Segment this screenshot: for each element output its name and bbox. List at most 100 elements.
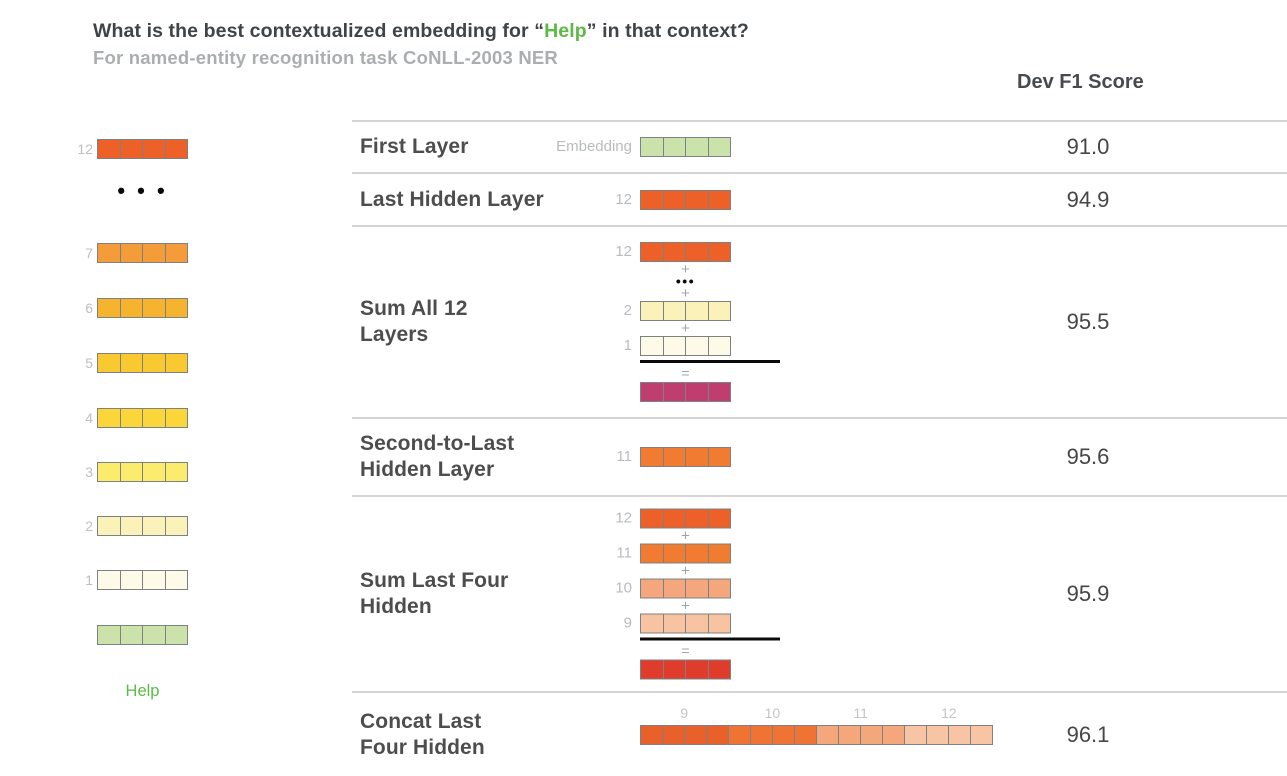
vector-cell xyxy=(707,578,731,599)
vector-cell xyxy=(662,382,686,402)
vector-cell xyxy=(97,298,121,318)
vector-cell xyxy=(640,725,663,745)
title-highlight-word: Help xyxy=(544,20,587,42)
stack-layer-7: 7 xyxy=(40,243,188,263)
vector-cell xyxy=(97,243,121,263)
vector-cell xyxy=(119,353,143,373)
vector-cell xyxy=(860,725,883,745)
plus-operator: + xyxy=(681,285,690,302)
vector-cell xyxy=(97,139,121,159)
layer-vector xyxy=(640,336,731,356)
vector-cell xyxy=(750,725,773,745)
vector-cell xyxy=(926,725,949,745)
layer-vector xyxy=(640,447,731,467)
vector-cell xyxy=(164,570,188,590)
ellipsis-dots: • • • xyxy=(117,178,168,203)
page-title: What is the best contextualized embeddin… xyxy=(93,20,749,43)
layer-vector xyxy=(97,353,188,373)
concat-vector xyxy=(640,725,993,745)
vector-cell xyxy=(97,516,121,536)
vector-cell xyxy=(640,659,664,680)
group-label: 12 xyxy=(941,705,957,721)
vector-cell xyxy=(164,139,188,159)
vector-cell xyxy=(685,382,709,402)
table-row-concat-last-four-hidden: Concat Last Four Hidden 9 10 11 12 96.1 xyxy=(352,691,1287,776)
title-prefix: What is the best contextualized embeddin… xyxy=(93,20,545,42)
vector-cell xyxy=(707,382,731,402)
vector-cell xyxy=(685,242,709,262)
vector-cell xyxy=(662,613,686,634)
plus-operator: + xyxy=(681,527,690,545)
equals-operator: = xyxy=(681,642,690,659)
vector-tag: 1 xyxy=(623,337,632,354)
vector-with-tag: 2 xyxy=(624,301,731,321)
vector-cell xyxy=(707,242,731,262)
layer-vector xyxy=(640,508,731,529)
vector-cell xyxy=(772,725,795,745)
vector-with-tag: 12 xyxy=(615,508,731,529)
vector-cell xyxy=(164,625,188,645)
sum-result-vector xyxy=(640,382,731,402)
score-column-header: Dev F1 Score xyxy=(1017,71,1144,93)
layer-vector xyxy=(97,243,188,263)
table-row-sum-last-four-hidden: Sum Last Four Hidden 12 + 11 + 10 xyxy=(352,495,1287,691)
vector-with-tag: Embedding xyxy=(556,137,731,157)
vector-cell xyxy=(707,301,731,321)
vector-cell xyxy=(119,625,143,645)
vector-cell xyxy=(662,725,685,745)
row-label: Sum All 12 Layers xyxy=(360,297,468,346)
stack-layer-1: 1 xyxy=(40,570,188,590)
vector-cell xyxy=(662,508,686,529)
layer-number: 7 xyxy=(85,245,93,261)
layer-vector xyxy=(640,301,731,321)
plus-operator: + xyxy=(681,261,690,278)
vector-cell xyxy=(685,447,709,467)
concat-group-labels: 9 10 11 12 xyxy=(640,705,993,721)
vector-cell xyxy=(707,543,731,564)
dev-f1-score: 91.0 xyxy=(1066,134,1110,159)
vector-tag: 11 xyxy=(616,544,632,562)
plus-operator: + xyxy=(681,597,690,615)
vector-tag: 12 xyxy=(615,243,632,260)
table-row-first-layer: First Layer Embedding 91.0 xyxy=(352,120,1287,172)
vector-cell xyxy=(685,137,709,157)
vector-with-tag: 9 xyxy=(624,613,731,634)
row-figure: Embedding xyxy=(556,137,731,157)
vector-cell xyxy=(662,189,686,210)
layer-vector xyxy=(97,298,188,318)
vector-cell xyxy=(640,447,664,467)
vector-cell xyxy=(164,243,188,263)
row-figure: 9 10 11 12 xyxy=(640,705,993,745)
vector-cell xyxy=(685,613,709,634)
vector-cell xyxy=(685,543,709,564)
vector-cell xyxy=(948,725,971,745)
vector-cell xyxy=(685,659,709,680)
vector-cell xyxy=(97,353,121,373)
plus-operator: + xyxy=(681,320,690,337)
sum-line xyxy=(640,360,780,363)
vector-with-tag: 12 xyxy=(615,242,731,262)
ellipsis-dots: ••• xyxy=(675,273,696,289)
layer-vector xyxy=(97,516,188,536)
group-label: 9 xyxy=(680,705,689,721)
dev-f1-score: 94.9 xyxy=(1066,186,1110,212)
vector-cell xyxy=(662,543,686,564)
vector-cell xyxy=(707,508,731,529)
vector-tag: Embedding xyxy=(556,138,632,155)
dev-f1-score: 96.1 xyxy=(1066,721,1110,747)
vector-cell xyxy=(119,570,143,590)
vector-cell xyxy=(640,336,664,356)
vector-cell xyxy=(119,139,143,159)
vector-tag: 10 xyxy=(615,579,632,597)
table-row-second-to-last-hidden: Second-to-Last Hidden Layer 11 95.6 xyxy=(352,417,1287,495)
dev-f1-score: 95.9 xyxy=(1066,581,1110,606)
vector-tag: 2 xyxy=(623,302,632,319)
title-suffix: ” in that context? xyxy=(586,20,749,42)
vector-cell xyxy=(707,613,731,634)
vector-with-tag: 1 xyxy=(624,336,731,356)
vector-cell xyxy=(707,336,731,356)
vector-cell xyxy=(142,408,166,428)
vector-cell xyxy=(685,189,709,210)
layer-vector xyxy=(97,570,188,590)
vector-cell xyxy=(97,462,121,482)
